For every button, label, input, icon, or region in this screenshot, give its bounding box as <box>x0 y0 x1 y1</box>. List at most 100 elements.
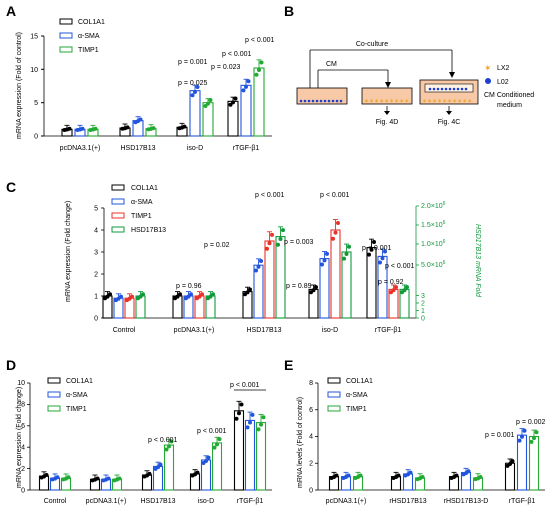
legend-label: COL1A1 <box>346 378 373 385</box>
panel-e-ylabel: mRNA levels (Fold of control) <box>297 397 304 488</box>
bar <box>227 100 239 137</box>
legend-swatch <box>327 377 341 384</box>
data-point <box>332 475 336 480</box>
data-point <box>193 90 197 95</box>
data-point <box>158 462 163 467</box>
data-point <box>529 439 534 444</box>
pvalue: p < 0.001 <box>230 382 259 389</box>
panel-e-letter: E <box>284 357 293 373</box>
panel-e-ytick: 0 <box>309 488 313 495</box>
data-point <box>208 98 213 102</box>
legend-label: TIMP1 <box>131 213 152 220</box>
fig4d-label: Fig. 4D <box>376 119 399 126</box>
panel-d-ytick: 10 <box>17 380 25 387</box>
data-point <box>405 285 409 290</box>
panel-a-xtick: pcDNA3.1(+) <box>60 145 101 152</box>
svg-text:1.5×106: 1.5×106 <box>421 220 446 229</box>
data-point <box>237 411 241 416</box>
data-point <box>245 425 250 430</box>
data-point <box>256 264 261 269</box>
legend-label: α-SMA <box>131 199 153 206</box>
data-point <box>200 292 204 297</box>
legend-swatch <box>59 46 73 53</box>
data-point <box>344 251 349 256</box>
data-point <box>248 420 252 425</box>
data-point <box>93 477 97 482</box>
bar <box>189 90 201 137</box>
panel-d-letter: D <box>6 357 16 373</box>
data-point <box>311 288 316 293</box>
pvalue: p = 0.001 <box>178 59 207 66</box>
data-point <box>369 247 374 252</box>
data-point <box>190 93 195 98</box>
coculture-label: Co-culture <box>356 41 388 48</box>
data-point <box>164 447 169 452</box>
data-point <box>108 292 112 297</box>
legend-lx2: LX2 <box>497 65 510 72</box>
data-point <box>136 119 140 124</box>
data-point <box>186 294 191 299</box>
legend-swatch <box>111 226 125 233</box>
panel-a-ytick: 10 <box>30 67 38 74</box>
data-point <box>383 249 387 254</box>
pvalue: p < 0.001 <box>148 437 177 444</box>
data-point <box>342 256 346 261</box>
data-point <box>520 434 524 439</box>
panel-a-bars <box>61 59 265 137</box>
panel-c-ytick: 2 <box>94 272 98 279</box>
svg-text:✶✶✶✶✶✶✶✶✶✶: ✶✶✶✶✶✶✶✶✶✶ <box>422 98 472 105</box>
pvalue: p < 0.001 <box>245 37 274 44</box>
data-point <box>231 100 235 105</box>
legend-l02: L02 <box>497 79 509 86</box>
legend-swatch <box>47 391 61 398</box>
data-point <box>245 290 250 295</box>
panel-c-y2big-ticks: 5.0×106 1.0×106 1.5×106 2.0×106 <box>421 201 446 269</box>
legend-label: TIMP1 <box>346 406 367 413</box>
data-point <box>259 60 264 65</box>
legend-swatch <box>111 212 125 219</box>
data-point <box>228 102 233 107</box>
panel-c-ytick: 4 <box>94 228 98 235</box>
legend-swatch <box>59 18 73 25</box>
data-point <box>254 268 258 273</box>
data-point <box>347 244 351 249</box>
data-point <box>156 465 160 470</box>
data-point <box>217 437 222 442</box>
panel-a-ytick: 0 <box>34 134 38 141</box>
bar <box>516 434 528 491</box>
panel-e-xtick: pcDNA3.1(+) <box>326 498 367 505</box>
data-point <box>464 471 468 476</box>
data-point <box>234 416 239 421</box>
panel-d-xtick: rTGF-β1 <box>237 498 264 505</box>
bar <box>528 435 540 491</box>
data-point <box>476 476 480 481</box>
data-point <box>402 288 407 293</box>
data-point <box>145 473 149 478</box>
panel-d-xtick: iso-D <box>198 498 214 505</box>
data-point <box>278 237 283 242</box>
data-point <box>418 476 422 481</box>
svg-text:2.0×106: 2.0×106 <box>421 201 446 210</box>
svg-text:✶✶✶✶✶✶✶✶✶: ✶✶✶✶✶✶✶✶✶ <box>364 98 409 105</box>
bar <box>366 247 377 319</box>
panel-c-xtick: pcDNA3.1(+) <box>174 327 215 334</box>
legend-swatch <box>59 32 73 39</box>
legend-swatch <box>47 405 61 412</box>
panel-c-y2tick: 3 <box>421 293 425 300</box>
data-point <box>257 68 261 73</box>
data-point <box>206 455 211 460</box>
bar <box>253 264 264 319</box>
panel-c-y2tick: 2 <box>421 301 425 308</box>
data-point <box>123 126 127 131</box>
panel-c-xtick: HSD17B13 <box>246 327 281 334</box>
panel-c-y2tick: 0 <box>421 316 425 323</box>
panel-e-bars <box>328 428 540 491</box>
data-point <box>127 296 132 301</box>
data-point <box>169 439 174 444</box>
pvalue: p = 0.002 <box>516 419 545 426</box>
panel-e-ytick: 8 <box>309 380 313 387</box>
data-point <box>259 258 263 263</box>
data-point <box>203 104 208 108</box>
data-point <box>180 125 184 130</box>
pvalue: p = 0.89 <box>286 283 312 290</box>
